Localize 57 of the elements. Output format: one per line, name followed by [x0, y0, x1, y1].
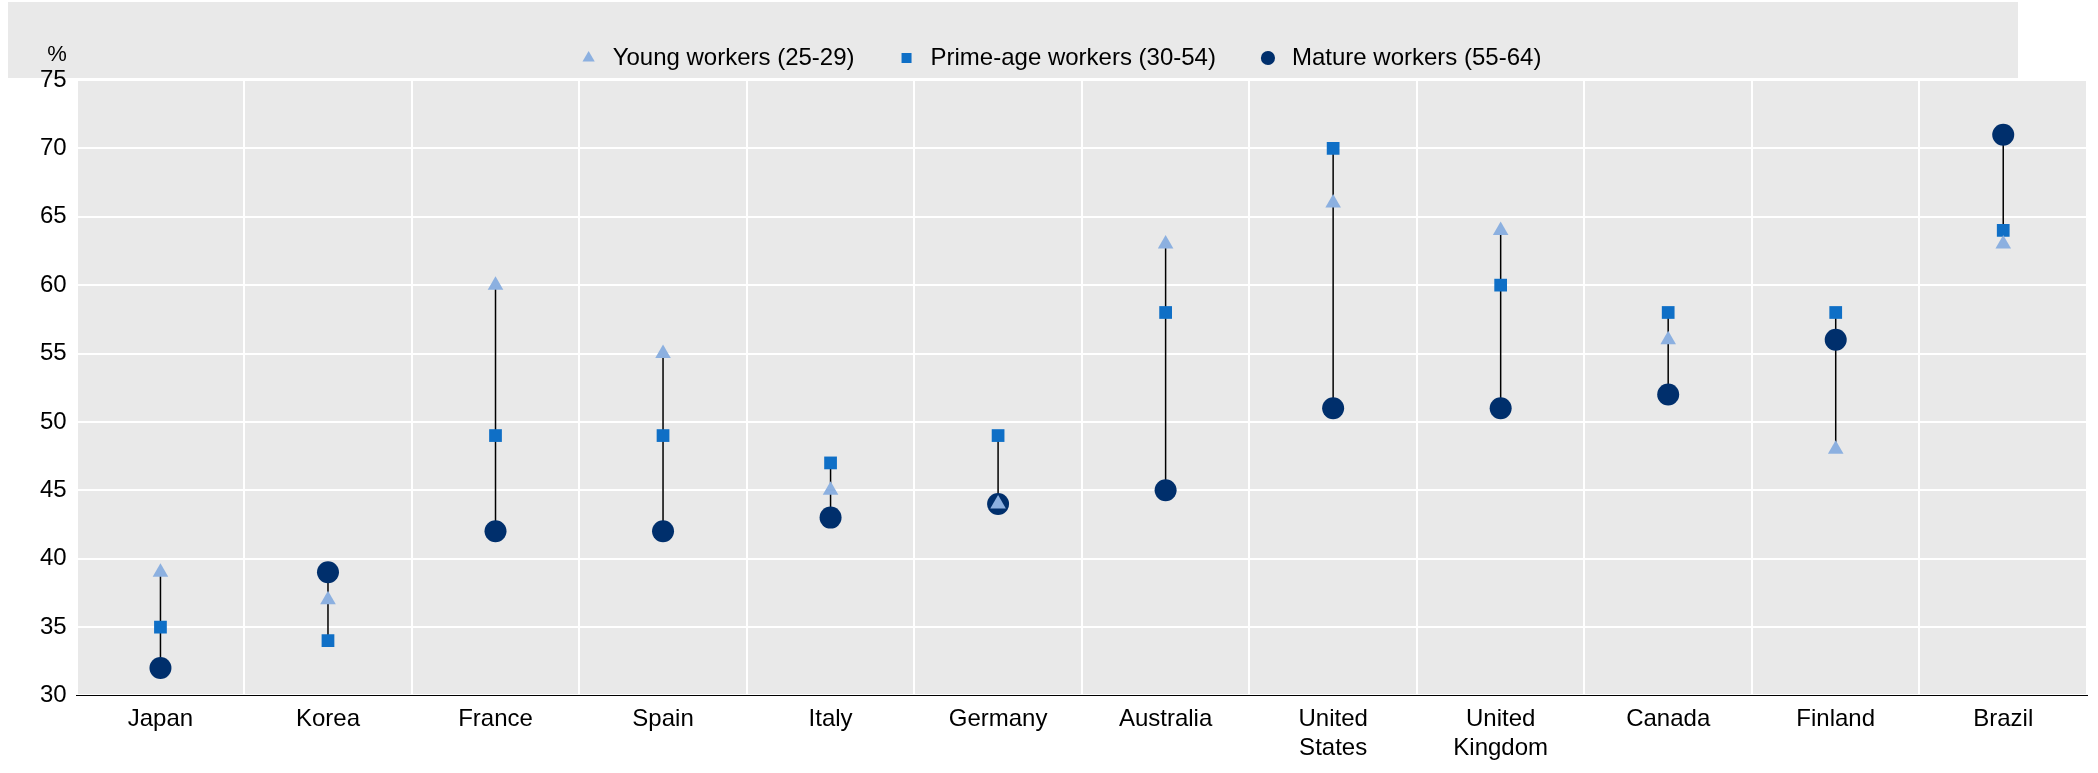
- point: [1494, 278, 1508, 292]
- y-tick-label: 60: [39, 269, 67, 297]
- point: [321, 634, 335, 648]
- y-tick-label: 35: [39, 611, 67, 639]
- point: [1995, 235, 2012, 249]
- x-tick-label: Brazil: [1973, 704, 2034, 732]
- point: [1489, 397, 1512, 420]
- y-tick-label: 40: [39, 543, 67, 571]
- x-tick-label: Australia: [1118, 704, 1213, 732]
- x-tick-label: Korea: [295, 704, 361, 732]
- y-tick-label: 70: [39, 133, 67, 160]
- y-tick-label: 30: [39, 680, 67, 708]
- point: [1157, 235, 1174, 249]
- point: [655, 344, 671, 359]
- x-tick-label: United Kingdom: [1453, 704, 1549, 761]
- point: [824, 456, 837, 470]
- point: [1322, 397, 1345, 420]
- point: [1660, 330, 1676, 345]
- point: [1657, 383, 1680, 406]
- y-axis-title: %: [47, 41, 67, 67]
- legend-label: Young workers (25-29): [612, 42, 855, 70]
- y-tick-label: 65: [39, 201, 67, 229]
- point: [1492, 221, 1509, 235]
- x-tick-label: Italy: [808, 704, 853, 732]
- point: [652, 520, 675, 543]
- y-tick-label: 75: [39, 64, 67, 92]
- point: [819, 506, 842, 529]
- y-tick-label: 50: [39, 406, 67, 434]
- point: [1154, 479, 1177, 502]
- point: [154, 620, 167, 634]
- point: [316, 561, 339, 584]
- x-tick-label: Finland: [1796, 704, 1876, 732]
- point: [149, 657, 172, 680]
- point: [1326, 142, 1340, 155]
- y-tick-label: 55: [39, 338, 67, 366]
- point: [1824, 328, 1847, 351]
- legend-label: Mature workers (55-64): [1291, 42, 1542, 70]
- x-tick-label: Japan: [127, 704, 194, 732]
- point: [1827, 440, 1844, 454]
- legend-label: Prime-age workers (30-54): [930, 42, 1216, 70]
- point: [1661, 306, 1675, 319]
- x-tick-label: Canada: [1626, 704, 1711, 732]
- point: [1159, 306, 1172, 319]
- point: [1992, 123, 2015, 146]
- x-tick-label: United States: [1298, 704, 1368, 761]
- point: [1325, 194, 1341, 208]
- point: [487, 276, 504, 290]
- x-tick-label: Germany: [948, 704, 1048, 732]
- point: [1996, 224, 2010, 237]
- point: [484, 520, 507, 543]
- point: [489, 429, 502, 442]
- x-tick-label: France: [458, 704, 533, 732]
- y-tick-label: 45: [39, 474, 67, 502]
- point: [991, 429, 1005, 442]
- point: [656, 429, 670, 442]
- point: [1829, 306, 1843, 319]
- x-tick-label: Spain: [632, 704, 694, 732]
